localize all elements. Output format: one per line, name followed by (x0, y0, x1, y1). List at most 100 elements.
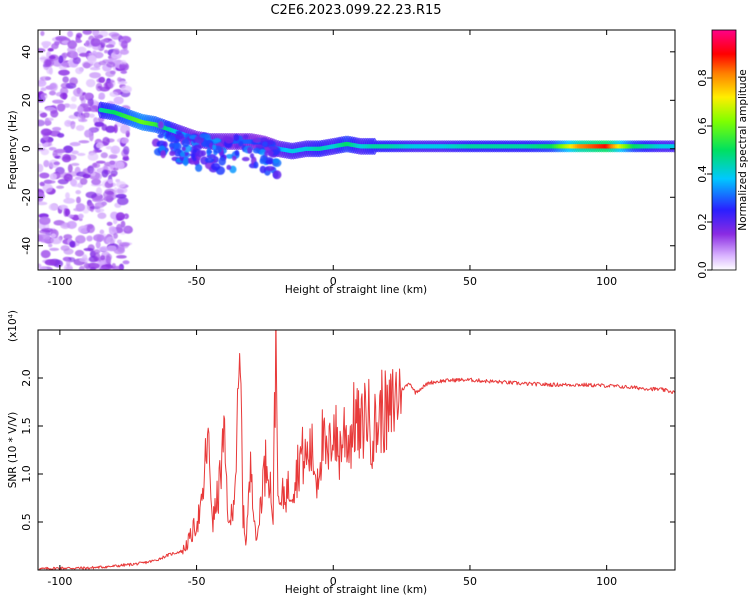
heatmap-noise-blob (61, 62, 69, 67)
heatmap-noise-blob (92, 197, 104, 203)
heatmap-noise-blob (67, 214, 75, 218)
heatmap-noise-blob (105, 44, 115, 48)
colorbar-tick-label: 0.0 (696, 261, 709, 279)
heatmap-noise-blob (79, 177, 88, 185)
heatmap-noise-blob (91, 105, 98, 110)
heatmap-noise-blob (39, 76, 51, 81)
snr-y-scale-label: (x10⁴) (7, 310, 19, 342)
heatmap-noise-blob (62, 76, 69, 83)
heatmap-noise-blob (86, 235, 93, 242)
heatmap-noise-blob (105, 145, 113, 150)
heatmap-noise-blob (40, 30, 45, 37)
heatmap-scatter-blob (238, 140, 244, 147)
heatmap-noise-blob (38, 216, 51, 225)
heatmap-noise-blob (79, 94, 85, 101)
heatmap-scatter-blob (213, 137, 221, 143)
heatmap-scatter-blob (204, 157, 215, 163)
heatmap-noise-blob (70, 178, 78, 187)
heatmap-noise-blob (101, 169, 109, 178)
heatmap-noise-blob (75, 67, 83, 75)
heatmap-noise-blob (56, 185, 65, 189)
heatmap-noise-blob (101, 201, 107, 206)
heatmap-noise-blob (98, 60, 107, 66)
heatmap-noise-blob (58, 69, 70, 76)
heatmap-noise-blob (55, 35, 68, 41)
heatmap-scatter-blob (272, 158, 280, 164)
heatmap-scatter-blob (266, 139, 274, 145)
heatmap-noise-blob (83, 112, 91, 118)
snr-y-tick-label: 1.0 (20, 465, 33, 483)
heatmap-noise-blob (105, 70, 116, 78)
heatmap-noise-blob (57, 132, 65, 138)
heatmap-panel: -100 -50 0 50 100 -40 -20 0 20 40 Height of stra… (7, 29, 676, 296)
heatmap-noise-blob (48, 90, 56, 96)
heatmap-noise-blob (67, 30, 74, 38)
heatmap-noise-blob (91, 178, 101, 186)
heatmap-scatter-blob (264, 150, 274, 156)
heatmap-scatter-blob (199, 133, 209, 139)
heatmap-noise-blob (107, 178, 114, 184)
heatmap-noise-blob (117, 77, 122, 82)
heatmap-scatter-blob (167, 135, 176, 143)
heatmap-noise-blob (116, 196, 129, 206)
heatmap-noise-blob (116, 223, 123, 233)
heatmap-noise-blob (111, 265, 124, 270)
heatmap-noise-blob (95, 240, 101, 249)
heatmap-marks (38, 30, 675, 270)
snr-x-tick-label: 0 (330, 575, 337, 588)
heatmap-noise-blob (75, 124, 85, 131)
heatmap-scatter-blob (272, 170, 282, 180)
heatmap-noise-blob (87, 165, 95, 174)
heatmap-noise-blob (103, 81, 114, 90)
heatmap-noise-blob (76, 32, 83, 38)
heatmap-noise-blob (99, 229, 105, 235)
heatmap-noise-blob (119, 49, 129, 55)
colorbar-tick-label: 0.4 (696, 165, 709, 183)
heatmap-scatter-blob (249, 153, 255, 159)
heatmap-noise-blob (79, 103, 90, 107)
heatmap-scatter-blob (234, 143, 240, 149)
heatmap-noise-blob (89, 72, 101, 79)
snr-y-tick-label: 1.5 (20, 417, 33, 435)
heatmap-noise-blob (89, 267, 96, 270)
heatmap-noise-blob (39, 172, 50, 179)
heatmap-y-ticks: -40 -20 0 20 40 (20, 45, 675, 255)
heatmap-x-axis-title: Height of straight line (km) (285, 284, 427, 296)
heatmap-scatter-blob (209, 142, 214, 150)
heatmap-scatter-blob (193, 144, 203, 151)
heatmap-noise-blob (118, 242, 131, 247)
snr-panel: -100 -50 0 50 100 0.5 1.0 1.5 2.0 Height of str… (7, 310, 676, 596)
heatmap-noise-blob (56, 103, 66, 112)
heatmap-noise-blob (78, 52, 90, 57)
heatmap-scatter-blob (247, 146, 253, 154)
heatmap-noise-blob (120, 70, 128, 74)
heatmap-noise-blob (39, 112, 48, 118)
heatmap-noise-blob (115, 193, 127, 199)
heatmap-noise-blob (98, 92, 106, 100)
heatmap-noise-blob (47, 47, 54, 52)
heatmap-noise-blob (42, 183, 53, 193)
heatmap-noise-blob (99, 266, 110, 270)
heatmap-noise-blob (40, 92, 48, 100)
heatmap-noise-blob (38, 201, 48, 206)
heatmap-noise-blob (71, 150, 79, 155)
heatmap-noise-blob (122, 156, 130, 162)
snr-frame (37, 329, 676, 571)
heatmap-noise-blob (85, 78, 96, 88)
heatmap-noise-blob (119, 124, 131, 134)
heatmap-noise-blob (45, 117, 54, 122)
heatmap-scatter-blob (252, 147, 261, 154)
heatmap-noise-blob (41, 228, 54, 233)
heatmap-noise-blob (48, 55, 56, 60)
heatmap-y-tick-label: 20 (20, 93, 33, 107)
heatmap-noise-blob (91, 128, 97, 133)
heatmap-scatter-blob (169, 150, 176, 156)
heatmap-noise-blob (40, 249, 51, 259)
colorbar-gradient (711, 29, 737, 271)
heatmap-noise-blob (70, 120, 76, 130)
heatmap-noise-blob (111, 33, 122, 40)
heatmap-y-tick-label: 0 (20, 145, 33, 152)
heatmap-noise-blob (101, 38, 109, 44)
heatmap-x-tick-label: 50 (463, 275, 477, 288)
colorbar: 0.0 0.2 0.4 0.6 0.8 Normalized spectral ampl… (696, 29, 749, 279)
